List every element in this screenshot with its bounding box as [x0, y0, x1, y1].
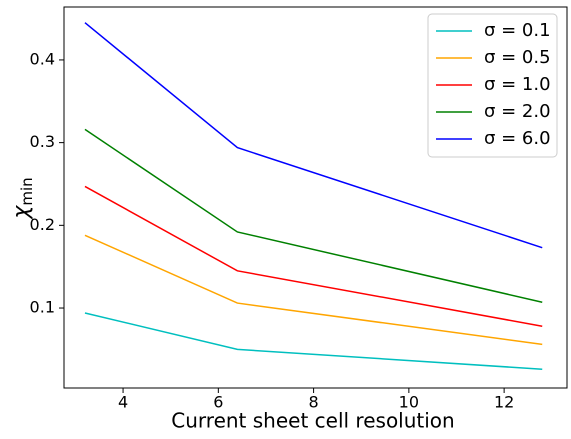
y-tick-label: 0.1: [30, 298, 55, 317]
data-line: [84, 22, 543, 249]
x-tick-label: 6: [213, 393, 223, 412]
legend-box: [427, 13, 558, 158]
y-axis-label: χmin: [9, 177, 36, 219]
x-tick-label: 10: [399, 393, 419, 412]
legend-label: σ = 2.0: [484, 101, 551, 122]
x-axis-label: Current sheet cell resolution: [171, 409, 454, 433]
plot-frame: [63, 6, 568, 389]
data-line: [84, 185, 543, 327]
data-line: [84, 234, 543, 346]
legend-label: σ = 0.1: [484, 20, 551, 41]
y-tick-label: 0.3: [30, 132, 55, 151]
data-line: [84, 312, 543, 370]
x-tick-label: 4: [118, 393, 128, 412]
legend-label: σ = 1.0: [484, 74, 551, 95]
x-tick-label: 8: [309, 393, 319, 412]
x-tick-label: 12: [494, 393, 514, 412]
legend-label: σ = 0.5: [484, 47, 551, 68]
y-label-main: χ: [9, 205, 34, 220]
y-label-sub: min: [18, 177, 36, 205]
legend-label: σ = 6.0: [484, 128, 551, 149]
y-tick-label: 0.2: [30, 215, 55, 234]
data-line: [84, 128, 543, 303]
y-tick-label: 0.4: [30, 49, 55, 68]
